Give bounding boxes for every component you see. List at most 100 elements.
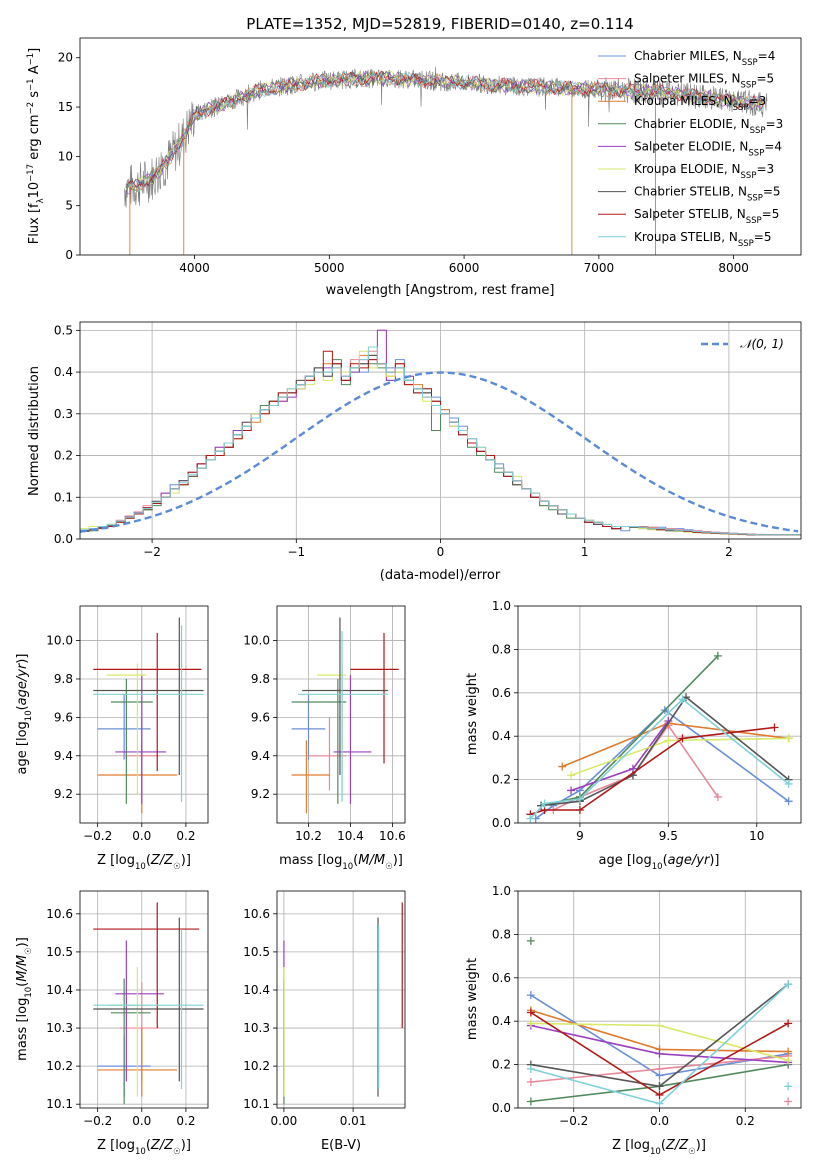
y-tick-label: 10.2 xyxy=(46,1059,73,1073)
y-tick-label: 20 xyxy=(58,51,73,65)
x-tick-label: 0.0 xyxy=(650,1114,669,1128)
x-axis-label: wavelength [Angstrom, rest frame] xyxy=(326,283,555,298)
x-axis-label: age [log10(age/yr)] xyxy=(599,853,720,872)
point-marker xyxy=(784,1019,793,1028)
series-line xyxy=(570,737,789,777)
y-tick-label: 10.6 xyxy=(243,907,270,921)
y-tick-label: 9.8 xyxy=(54,672,73,686)
legend: 𝒩(0, 1) xyxy=(701,337,784,351)
age_vs_Z-axes: −0.2 0.0 0.2 9.2 9.4 9.6 9.8 10.0 xyxy=(46,605,209,843)
point-marker xyxy=(526,1019,535,1028)
point-marker xyxy=(655,1064,664,1073)
y-tick-label: 0.4 xyxy=(54,365,73,379)
point-marker xyxy=(575,805,584,814)
legend-label: Kroupa MILES, NSSP=3 xyxy=(634,94,766,113)
plot-area xyxy=(518,891,801,1108)
point-marker xyxy=(678,734,687,743)
errorbar-chabrier_elodie xyxy=(110,978,151,1105)
errorbar-kroupa_elodie xyxy=(106,663,147,795)
errorbar-chabrier_miles xyxy=(97,694,151,760)
y-tick-label: 0.0 xyxy=(492,1101,511,1115)
y-tick-label: 10.1 xyxy=(243,1097,270,1111)
mass_weight_vs_age-axes: 9 9.5 10 0.0 0.2 0.4 0.6 0.8 1.0 xyxy=(492,599,802,843)
plot-area xyxy=(80,322,801,539)
plot-area xyxy=(124,66,768,255)
point-marker xyxy=(655,1090,664,1099)
plot-area xyxy=(80,606,208,823)
y-tick-label: 1.0 xyxy=(492,884,511,898)
x-tick-label: −0.2 xyxy=(83,1114,112,1128)
normal-curve xyxy=(80,371,799,533)
series-line xyxy=(540,655,719,807)
point-marker xyxy=(784,1097,793,1106)
point-marker xyxy=(567,786,576,795)
y-tick-label: 0.2 xyxy=(492,773,511,787)
y-tick-label: 0.0 xyxy=(54,532,73,546)
y-tick-label: 0.6 xyxy=(492,971,511,985)
y-tick-label: 9.2 xyxy=(54,787,73,801)
legend-label: Kroupa ELODIE, NSSP=3 xyxy=(634,162,774,181)
y-tick-label: 0.8 xyxy=(492,642,511,656)
model-line-kroupa_stelib xyxy=(125,70,764,193)
y-tick-label: 10.0 xyxy=(46,634,73,648)
x-axis-label: Z [log10(Z/Z☉)] xyxy=(97,853,191,872)
y-axis-label: mass weight xyxy=(465,673,480,755)
x-axis-label: Z [log10(Z/Z☉)] xyxy=(612,1138,706,1157)
point-marker xyxy=(526,814,535,823)
residuals-axes: −2 −1 0 1 2 0.0 0.1 0.2 0.3 0.4 0.5 xyxy=(54,321,802,559)
y-tick-label: 0.2 xyxy=(54,449,73,463)
point-marker xyxy=(655,1049,664,1058)
y-tick-label: 0.1 xyxy=(54,490,73,504)
y-tick-label: 9.2 xyxy=(251,787,270,801)
point-marker xyxy=(784,1056,793,1065)
hist-kroupa_stelib xyxy=(80,346,801,539)
y-tick-label: 10.4 xyxy=(243,983,270,997)
point-marker xyxy=(713,651,722,660)
point-marker xyxy=(664,736,673,745)
y-axis-label: Normed distribution xyxy=(27,366,42,496)
errorbar-kroupa_elodie xyxy=(108,967,147,1097)
point-marker xyxy=(526,936,535,945)
x-tick-label: 9.5 xyxy=(659,829,678,843)
series-line xyxy=(529,698,790,820)
errorbar-chabrier_miles xyxy=(291,694,326,760)
y-axis-label: Flux [fλ10−17 erg cm−2 s−1 A−1] xyxy=(26,48,46,244)
legend-label: Kroupa STELIB, NSSP=5 xyxy=(634,230,772,249)
plot-area xyxy=(80,891,208,1108)
y-tick-label: 10.3 xyxy=(46,1021,73,1035)
x-tick-label: 0.2 xyxy=(736,1114,755,1128)
y-tick-label: 9.8 xyxy=(251,672,270,686)
point-marker xyxy=(713,792,722,801)
mass_vs_ebv-axes: 0.00 0.01 10.1 10.2 10.3 10.4 10.5 10.6 xyxy=(243,890,406,1128)
y-tick-label: 10.3 xyxy=(243,1021,270,1035)
x-tick-label: 0.01 xyxy=(340,1114,367,1128)
point-marker xyxy=(526,1008,535,1017)
y-tick-label: 9.6 xyxy=(251,710,270,724)
point-marker xyxy=(526,1077,535,1086)
x-axis-label: E(B-V) xyxy=(321,1138,361,1153)
y-tick-label: 0 xyxy=(65,248,73,262)
x-tick-label: 10.4 xyxy=(337,829,364,843)
y-axis-label: mass [log10(M/M☉)] xyxy=(15,937,34,1061)
y-tick-label: 0.4 xyxy=(492,729,511,743)
x-tick-label: 0.2 xyxy=(176,1114,195,1128)
point-marker xyxy=(567,771,576,780)
axes-frame xyxy=(79,890,209,1109)
axes-frame xyxy=(79,37,802,256)
plot-area xyxy=(277,606,405,823)
errorbar-chabrier_elodie xyxy=(291,678,347,804)
errorbar-chabrier_stelib xyxy=(302,617,389,775)
x-tick-label: 6000 xyxy=(449,261,480,275)
y-tick-label: 0.0 xyxy=(492,816,511,830)
legend: Chabrier MILES, NSSP=4 Salpeter MILES, NS… xyxy=(598,49,783,249)
series-kroupa_elodie xyxy=(526,1019,793,1065)
mass_vs_Z-axes: −0.2 0.0 0.2 10.1 10.2 10.3 10.4 10.5 10.6 xyxy=(46,890,209,1128)
y-tick-label: 10 xyxy=(58,149,73,163)
plot-area xyxy=(518,606,801,823)
x-axis-label: Z [log10(Z/Z☉)] xyxy=(97,1138,191,1157)
x-tick-label: 0.0 xyxy=(132,829,151,843)
errorbar-salpeter_stelib xyxy=(350,632,399,764)
x-tick-label: 10 xyxy=(749,829,764,843)
legend-label: 𝒩(0, 1) xyxy=(740,337,784,351)
